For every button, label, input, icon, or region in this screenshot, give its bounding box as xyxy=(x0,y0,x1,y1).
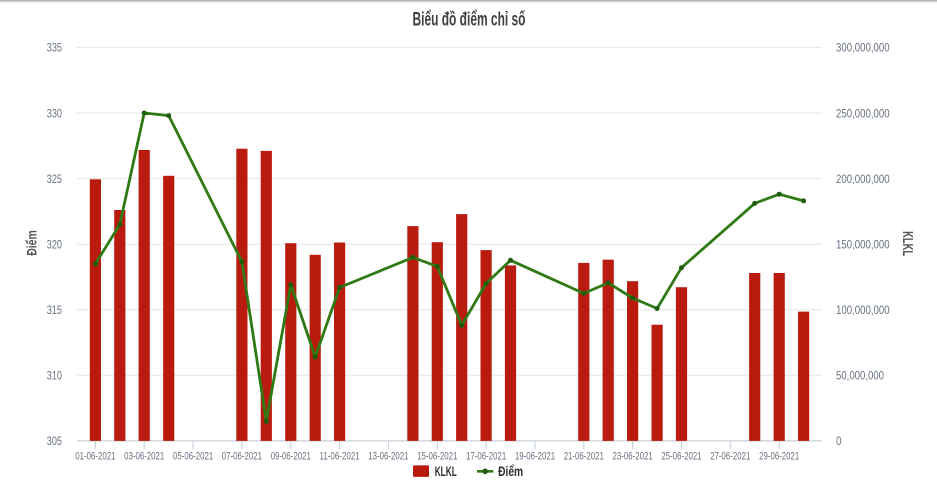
svg-text:03-06-2021: 03-06-2021 xyxy=(124,451,164,463)
svg-text:05-06-2021: 05-06-2021 xyxy=(173,451,213,463)
svg-text:300,000,000: 300,000,000 xyxy=(836,41,890,55)
svg-text:27-06-2021: 27-06-2021 xyxy=(710,451,750,463)
svg-text:29-06-2021: 29-06-2021 xyxy=(759,451,799,463)
svg-text:KLKL: KLKL xyxy=(899,231,915,256)
svg-text:07-06-2021: 07-06-2021 xyxy=(222,451,262,463)
svg-text:0: 0 xyxy=(836,434,842,448)
svg-text:Biểu đồ điểm chỉ số: Biểu đồ điểm chỉ số xyxy=(413,10,526,31)
svg-text:09-06-2021: 09-06-2021 xyxy=(271,451,311,463)
svg-text:305: 305 xyxy=(47,434,62,448)
svg-text:330: 330 xyxy=(47,106,62,120)
svg-text:315: 315 xyxy=(47,303,62,317)
svg-text:150,000,000: 150,000,000 xyxy=(836,237,890,251)
svg-text:13-06-2021: 13-06-2021 xyxy=(368,451,408,463)
svg-text:310: 310 xyxy=(47,369,62,383)
svg-text:200,000,000: 200,000,000 xyxy=(836,172,890,186)
svg-text:11-06-2021: 11-06-2021 xyxy=(320,451,360,463)
svg-text:325: 325 xyxy=(47,172,62,186)
svg-text:01-06-2021: 01-06-2021 xyxy=(75,451,115,463)
svg-text:19-06-2021: 19-06-2021 xyxy=(515,451,555,463)
svg-text:50,000,000: 50,000,000 xyxy=(836,369,884,383)
svg-text:KLKL: KLKL xyxy=(435,464,457,479)
svg-text:15-06-2021: 15-06-2021 xyxy=(417,451,457,463)
svg-text:320: 320 xyxy=(47,238,62,252)
svg-text:335: 335 xyxy=(47,41,62,55)
svg-text:25-06-2021: 25-06-2021 xyxy=(661,451,701,463)
svg-text:23-06-2021: 23-06-2021 xyxy=(613,451,653,463)
svg-text:250,000,000: 250,000,000 xyxy=(836,106,890,120)
svg-text:21-06-2021: 21-06-2021 xyxy=(564,451,604,463)
svg-text:17-06-2021: 17-06-2021 xyxy=(466,451,506,463)
svg-text:Điểm: Điểm xyxy=(24,230,40,256)
svg-text:Điểm: Điểm xyxy=(498,464,523,479)
svg-text:100,000,000: 100,000,000 xyxy=(836,303,890,317)
